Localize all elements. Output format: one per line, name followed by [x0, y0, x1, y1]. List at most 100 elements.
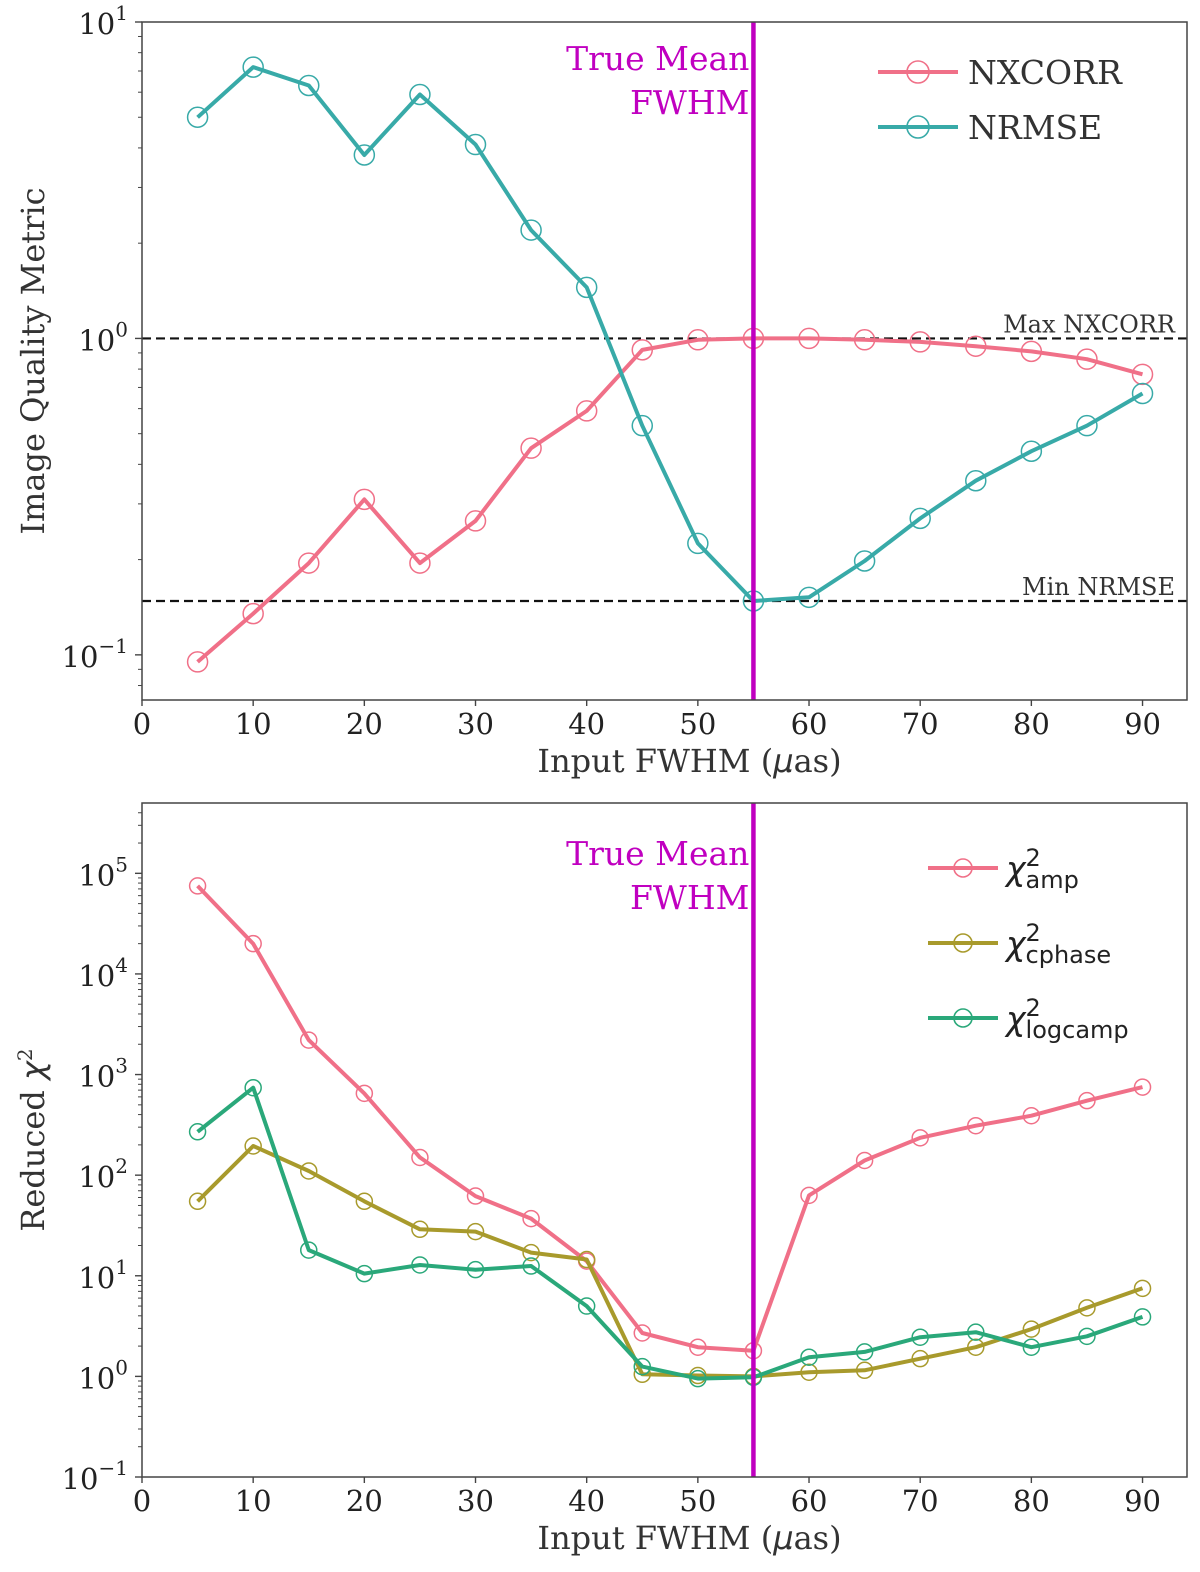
- data-point: [186, 651, 209, 673]
- y-tick-label: 103: [78, 1054, 128, 1094]
- series-0: [186, 327, 1154, 673]
- data-point: [1078, 1091, 1096, 1110]
- data-point: [1020, 440, 1043, 462]
- data-point: [911, 1328, 929, 1346]
- data-point: [466, 1260, 485, 1279]
- legend-label-chi2-cphase: χ2 cphase: [1004, 919, 1111, 969]
- top-legend: NXCORR NRMSE: [878, 53, 1123, 147]
- y-tick-label: 10−1: [62, 634, 128, 674]
- series-2: [188, 1078, 1152, 1388]
- legend-label-chi2-amp: χ2 amp: [1004, 844, 1079, 894]
- data-point: [853, 550, 876, 572]
- y-tick-label: 105: [78, 852, 128, 892]
- x-tick-label: 20: [346, 707, 383, 741]
- data-point: [466, 1187, 485, 1205]
- series-line: [196, 1085, 1144, 1381]
- data-point: [522, 1257, 540, 1275]
- data-point: [411, 1148, 429, 1167]
- data-point: [409, 552, 431, 574]
- legend-marker-chi2-cphase: [953, 933, 973, 953]
- series-1: [186, 56, 1154, 612]
- series-line: [196, 884, 1143, 1353]
- top-x-axis-label: Input FWHM (μas): [537, 742, 841, 780]
- x-tick-label: 70: [902, 707, 939, 741]
- x-tick-label: 10: [235, 707, 272, 741]
- data-point: [909, 331, 931, 353]
- data-point: [244, 934, 262, 953]
- data-point: [798, 586, 820, 609]
- x-tick-label: 60: [791, 1484, 828, 1518]
- x-tick-label: 90: [1124, 707, 1161, 741]
- legend-marker-nrmse: [906, 115, 930, 139]
- bottom-x-ticks: 0 10 20 30 40 50 60 70 80 90: [133, 1477, 1161, 1518]
- data-point: [577, 1297, 596, 1315]
- data-point: [1022, 1106, 1041, 1125]
- data-point: [353, 488, 376, 511]
- data-point: [244, 1137, 262, 1155]
- top-axes-frame: [141, 21, 1188, 701]
- data-point: [800, 1363, 818, 1381]
- legend-label-chi2-logcamp: χ2 logcamp: [1004, 994, 1129, 1044]
- data-point: [1076, 414, 1098, 437]
- series-line: [196, 1144, 1144, 1379]
- data-point: [633, 1357, 652, 1376]
- x-tick-label: 80: [1013, 1484, 1050, 1518]
- bottom-y-axis-label: Reduced χ2: [13, 1048, 52, 1231]
- data-point: [242, 602, 264, 625]
- y-tick-label: 10−1: [62, 1456, 128, 1496]
- top-y-axis-label: Image Quality Metric: [14, 187, 52, 534]
- y-tick-label: 102: [78, 1154, 128, 1194]
- y-tick-label: 100: [78, 317, 128, 357]
- data-point: [355, 1192, 374, 1211]
- x-tick-label: 80: [1013, 707, 1050, 741]
- data-point: [1078, 1299, 1096, 1317]
- data-point: [1131, 363, 1154, 386]
- x-tick-label: 70: [902, 1484, 939, 1518]
- data-point: [631, 339, 654, 361]
- data-point: [522, 1209, 540, 1228]
- x-tick-label: 60: [791, 707, 828, 741]
- legend-marker-chi2-logcamp: [953, 1008, 973, 1028]
- data-point: [967, 1338, 985, 1356]
- data-point: [411, 1220, 429, 1239]
- legend-item-chi2-logcamp: χ2 logcamp: [928, 994, 1129, 1044]
- legend-item-chi2-amp: χ2 amp: [928, 844, 1079, 894]
- top-true-mean-label-line2: FWHM: [630, 83, 749, 122]
- x-tick-label: 90: [1124, 1484, 1161, 1518]
- data-point: [855, 1343, 874, 1361]
- data-point: [577, 1250, 596, 1269]
- top-panel: True Mean FWHM Max NXCORR Min NRMSE 0 10 2…: [14, 1, 1188, 780]
- data-point: [631, 414, 654, 437]
- y-tick-label: 100: [78, 1355, 128, 1395]
- x-tick-label: 50: [679, 707, 716, 741]
- data-point: [1022, 1338, 1041, 1356]
- data-point: [186, 106, 209, 129]
- data-point: [300, 1241, 318, 1259]
- data-point: [965, 335, 987, 357]
- data-point: [188, 1123, 207, 1141]
- data-point: [355, 1264, 374, 1283]
- series-line: [196, 336, 1144, 664]
- data-point: [800, 1348, 818, 1366]
- data-point: [300, 1031, 318, 1049]
- data-point: [911, 1129, 929, 1147]
- x-tick-label: 30: [457, 1484, 494, 1518]
- bottom-series: [188, 877, 1152, 1388]
- top-y-ticks: 10−1 100 101: [62, 1, 142, 687]
- data-point: [689, 1338, 707, 1356]
- data-point: [909, 507, 931, 530]
- bottom-plot-area: True Mean FWHM: [188, 803, 1152, 1477]
- bottom-true-mean-label-line1: True Mean: [566, 834, 749, 873]
- data-point: [520, 437, 542, 459]
- series-0: [188, 877, 1152, 1360]
- data-point: [1022, 1320, 1041, 1338]
- data-point: [575, 276, 598, 299]
- min-nrmse-label: Min NRMSE: [1022, 573, 1175, 601]
- data-point: [1020, 340, 1043, 363]
- legend-item-chi2-cphase: χ2 cphase: [928, 919, 1111, 969]
- max-nxcorr-label: Max NXCORR: [1003, 310, 1176, 338]
- top-plot-area: True Mean FWHM Max NXCORR Min NRMSE: [142, 22, 1187, 700]
- data-point: [633, 1324, 652, 1342]
- data-point: [466, 1222, 485, 1241]
